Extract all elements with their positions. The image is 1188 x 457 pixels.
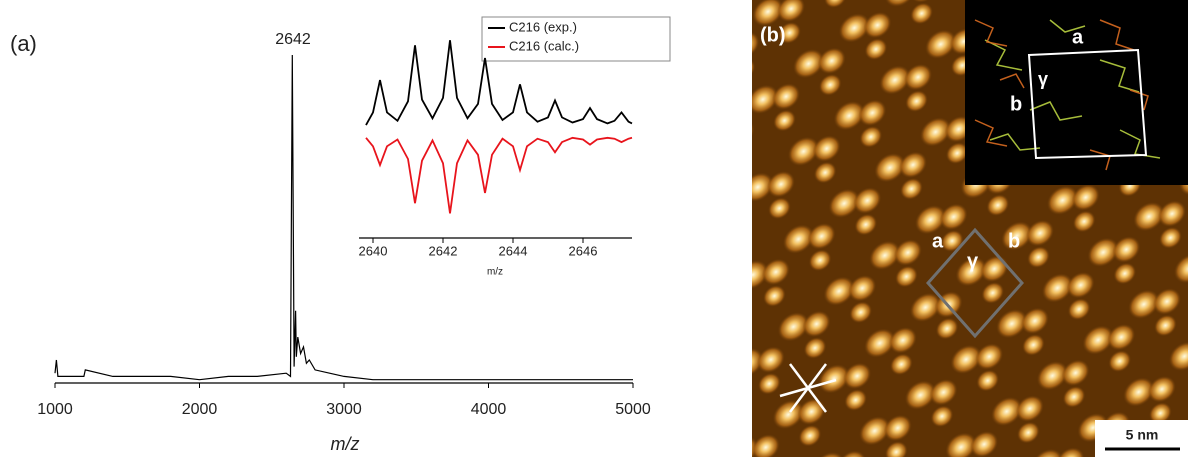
x-tick-label: 2644 bbox=[499, 243, 528, 258]
cell-label: a bbox=[932, 230, 944, 252]
legend-label: C216 (exp.) bbox=[509, 19, 577, 34]
panel-label: (a) bbox=[10, 31, 37, 56]
inset-label: b bbox=[1010, 93, 1022, 115]
x-tick-label: 1000 bbox=[37, 401, 73, 418]
legend-box bbox=[481, 16, 671, 62]
x-tick-label: 4000 bbox=[471, 401, 507, 418]
inset-label: a bbox=[1072, 26, 1084, 48]
x-tick-label: 2642 bbox=[429, 243, 458, 258]
legend-label: C216 (calc.) bbox=[509, 38, 579, 53]
spectrum-line bbox=[54, 54, 633, 381]
panel-label: (b) bbox=[760, 24, 786, 46]
x-axis-title: m/z bbox=[487, 267, 503, 278]
x-tick-label: 2646 bbox=[569, 243, 598, 258]
inset-label: γ bbox=[1038, 69, 1048, 89]
stm-image bbox=[752, 0, 1188, 457]
cell-label: b bbox=[1008, 230, 1020, 252]
x-tick-label: 2640 bbox=[359, 243, 388, 258]
spectrum-line bbox=[365, 136, 633, 214]
cell-label: γ bbox=[967, 250, 979, 272]
spectrum-line bbox=[365, 40, 633, 126]
x-tick-label: 5000 bbox=[615, 401, 651, 418]
x-axis-title: m/z bbox=[331, 434, 360, 454]
scale-bar-label: 5 nm bbox=[1126, 427, 1159, 443]
x-tick-label: 3000 bbox=[326, 401, 362, 418]
x-tick-label: 2000 bbox=[182, 401, 218, 418]
peak-label: 2642 bbox=[275, 31, 311, 48]
